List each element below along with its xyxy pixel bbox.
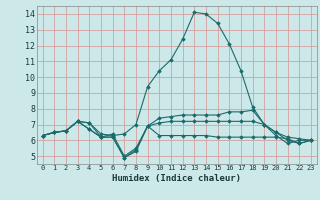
X-axis label: Humidex (Indice chaleur): Humidex (Indice chaleur) [112, 174, 241, 183]
